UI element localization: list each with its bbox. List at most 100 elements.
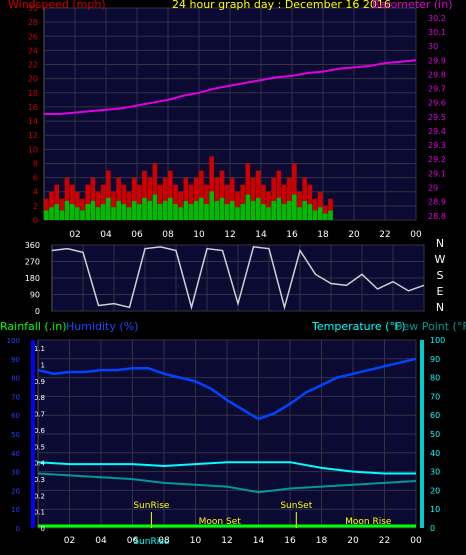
temperature-tick: 40 [430, 449, 440, 458]
wind-avg-bar [116, 200, 121, 220]
barometer-axis: 28.8 28.9 29 29.1 29.2 29.3 29.4 29.5 29.6 29.7 29… [428, 14, 446, 221]
rainfall-tick: 1 [41, 362, 45, 370]
temperature-tick: 0 [430, 524, 435, 533]
windspeed-tick: 6 [33, 174, 38, 183]
wind-gust-bar [317, 191, 323, 220]
wind-gust-bar [266, 191, 271, 220]
rainfall-tick: 0.8 [34, 394, 45, 402]
wind-avg-bar [106, 197, 111, 220]
rainfall-tick: 0.4 [34, 460, 46, 468]
windspeed-tick: 0 [33, 216, 38, 225]
compass-label: W [435, 253, 446, 266]
barometer-tick: 29.5 [428, 113, 446, 122]
wind-gust-bar [204, 184, 209, 220]
temp-axis-bar [420, 340, 424, 528]
compass-label: E [437, 285, 444, 298]
windspeed-tick: 26 [28, 32, 38, 41]
wind-gust-bar [183, 177, 189, 220]
wind-avg-bar [147, 200, 152, 220]
wind-x-tick: 02 [69, 230, 80, 240]
wind-gust-bar [250, 177, 256, 220]
wind-avg-bar [240, 204, 245, 220]
wind-x-tick: 14 [255, 230, 267, 240]
sun-moon-label: SunRise [133, 501, 170, 511]
wind-gust-bar [178, 191, 183, 220]
wind-gust-bar [75, 191, 80, 220]
wind-avg-bar [59, 210, 65, 220]
wind-avg-bar [271, 200, 276, 220]
temp-x-tick: 08 [158, 536, 170, 546]
temperature-tick: 80 [430, 374, 440, 383]
wind-gust-bar [323, 205, 328, 220]
wind-gust-bar [111, 191, 116, 220]
wind-avg-bar [80, 210, 85, 220]
wind-gust-bar [49, 191, 54, 220]
wind-gust-bar [80, 198, 85, 220]
temperature-tick: 30 [430, 468, 440, 477]
temp-x-tick: 06 [127, 536, 139, 546]
wind-avg-bar [317, 207, 323, 220]
windspeed-tick: 16 [28, 103, 38, 112]
rainfall-tick: 0.9 [34, 378, 45, 386]
wind-avg-bar [85, 204, 90, 220]
wind-avg-bar [209, 191, 214, 220]
wind-x-tick: 12 [224, 230, 235, 240]
wind-avg-bar [312, 210, 318, 220]
humidity-line [37, 357, 417, 421]
temp-grid [38, 339, 417, 529]
temperature-tick: 90 [430, 355, 440, 364]
rain-humidity-axis: 0 10 20 30 40 50 60 70 80 90 100 0 0.1 0.2 0.3 0.4 0.5 0.… [7, 337, 46, 533]
wind-direction-line [51, 246, 425, 311]
wind-gust-bar [276, 170, 282, 220]
wind-gust-bar [95, 191, 101, 220]
wind-gust-bar [59, 198, 65, 220]
barometer-tick: 28.8 [428, 212, 446, 221]
wind-gust-bar [168, 170, 173, 220]
humidity-tick: 50 [11, 431, 20, 439]
wind-avg-bar [281, 204, 287, 220]
temp-x-tick: 16 [284, 536, 296, 546]
wind-gust-bar [131, 177, 137, 220]
humidity-tick: 30 [11, 469, 20, 477]
temp-x-tick: 12 [221, 536, 232, 546]
humidity-label: Humidity (%) [66, 320, 138, 333]
barometer-label: Barometer (in) [372, 0, 453, 11]
temperature-tick: 100 [430, 336, 445, 345]
wind-gust-bar [54, 184, 59, 220]
rainfall-tick: 0 [41, 525, 45, 533]
sun-moon-label: Moon Rise [345, 517, 392, 527]
wind-gust-bar [44, 198, 49, 220]
wind-avg-bar [49, 207, 54, 220]
temperature-label: Temperature (°F) [311, 320, 406, 333]
barometer-tick: 29.8 [428, 70, 446, 79]
wind-gust-bar [245, 163, 251, 220]
wind-avg-bar [64, 200, 70, 220]
wind-gust-bar [147, 177, 152, 220]
rainfall-tick: 1.1 [34, 345, 45, 353]
wind-gust-bar [152, 163, 158, 220]
rainfall-tick: 0.3 [34, 476, 45, 484]
barometer-tick: 29.2 [428, 155, 446, 164]
wind-x-axis: 02 04 06 08 10 12 14 16 18 20 22 00 [69, 230, 422, 240]
wind-avg-bar [276, 197, 282, 220]
temperature-tick: 70 [430, 392, 440, 401]
wind-avg-bar [121, 204, 127, 220]
direction-tick: 270 [25, 258, 40, 267]
windspeed-tick: 20 [28, 75, 38, 84]
wind-avg-bar [188, 204, 194, 220]
wind-avg-bar [90, 200, 96, 220]
wind-x-tick: 08 [162, 230, 174, 240]
windspeed-tick: 24 [28, 46, 38, 55]
humidity-tick: 70 [11, 393, 20, 401]
humidity-tick: 60 [11, 412, 20, 420]
windspeed-tick: 28 [28, 18, 38, 27]
wind-gust-bar [271, 177, 276, 220]
wind-avg-bar [250, 200, 256, 220]
sun-moon-label: SunRise [133, 537, 170, 547]
chart-title: 24 hour graph day : December 16 2016 [172, 0, 391, 11]
wind-gust-bar [235, 191, 240, 220]
windspeed-tick: 30 [28, 4, 38, 13]
wind-gust-bar [64, 177, 70, 220]
